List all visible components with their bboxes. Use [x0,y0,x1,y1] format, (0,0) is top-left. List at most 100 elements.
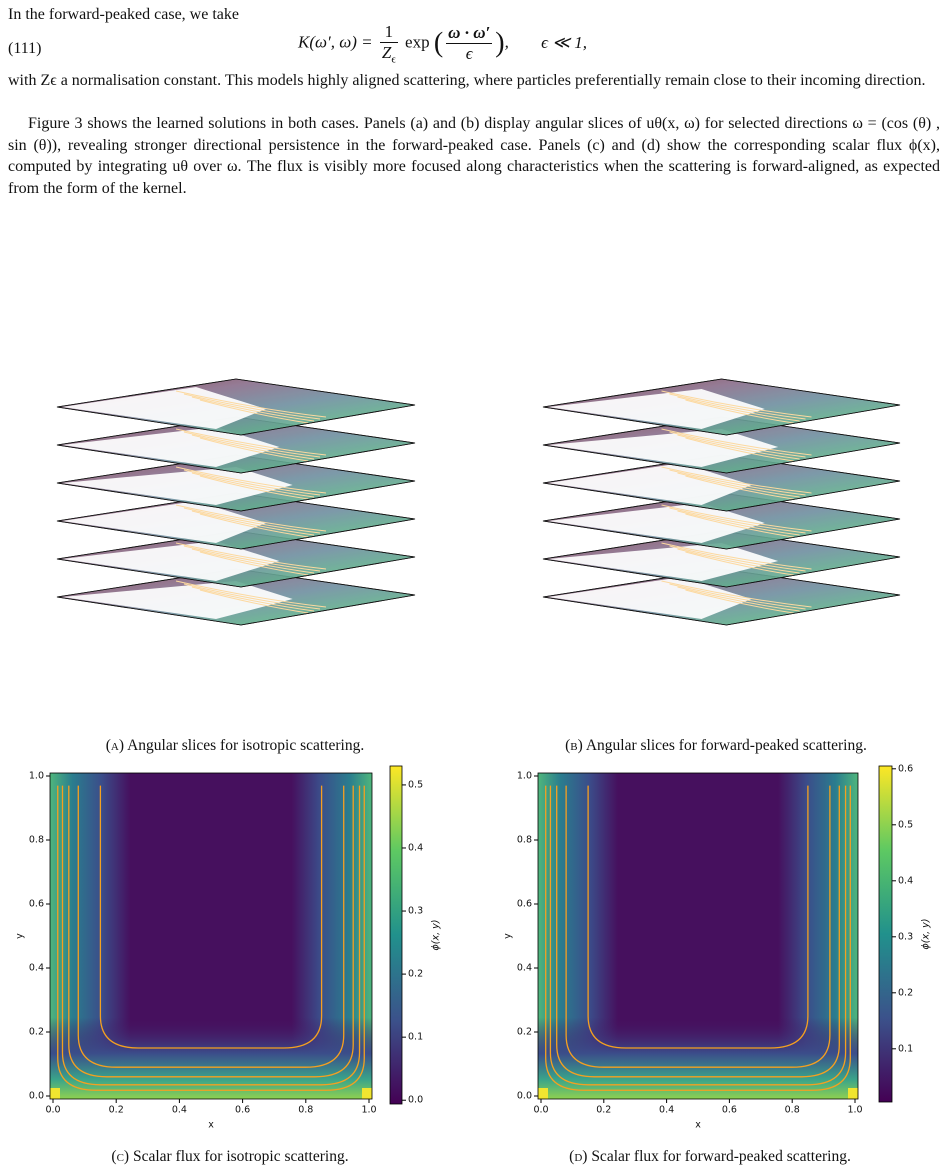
slice-contour [199,551,309,576]
x-tick-label: 0.0 [533,1105,548,1116]
colorbar-tick-label: 0.5 [408,779,423,790]
denominator: ϵ [465,44,473,64]
y-tick-label: 0.0 [517,1091,532,1102]
slice [56,530,416,588]
caption-tag: (c) [111,1148,130,1165]
slice-blank [62,581,293,619]
numerator: ω · ω′ [446,23,493,45]
slice-contour [175,428,327,456]
colorbar-tick-label: 0.3 [408,906,423,917]
heatmap [50,773,372,1099]
colorbar-tick-label: 0.4 [898,875,913,886]
colorbar-tick-label: 0.2 [898,987,913,998]
function-name: exp [405,32,430,52]
intro-text: In the forward-peaked case, we take [8,6,239,23]
slice-contour [677,396,800,422]
slice-contour [183,469,321,496]
slice-contour [685,399,794,424]
slice-contour [685,437,794,462]
colorbar-tick-label: 0.1 [898,1043,913,1054]
slice-contour [661,504,812,532]
slice-blank [548,429,779,467]
paren: ) [495,27,505,59]
slice [56,416,416,474]
x-tick-label: 0.2 [596,1105,611,1116]
fraction: ω · ω′ ϵ [446,23,493,64]
plot-frame [49,772,373,1100]
slice [56,378,416,436]
slice-contour [685,475,794,500]
x-tick-label: 0.4 [172,1105,187,1116]
colorbar-label: ϕ(x, y) [431,920,442,951]
slice-contour [669,583,806,610]
slice-blank [62,427,280,467]
paragraph: with Zϵ a normalisation constant. This m… [8,72,926,89]
y-tick-label: 0.8 [517,835,532,846]
numerator: 1 [379,22,398,43]
x-axis-label: x [695,1120,701,1131]
slice-contour [199,589,309,614]
colorbar [878,765,893,1103]
denominator-sub: ϵ [391,53,396,66]
slice-contour [661,580,812,608]
slice [542,492,901,550]
slice-outline [542,454,901,512]
x-axis-label: x [208,1120,214,1131]
slice-contour [677,586,800,612]
slice-outline [56,530,416,588]
x-tick-label: 0.4 [659,1105,674,1116]
paren: ( [433,27,444,59]
slice-contour [669,545,806,572]
slice-contour [669,469,806,496]
heatmap-bottom [538,773,858,1099]
slice-contour [669,393,806,420]
caption-tag: (a) [105,737,125,754]
slice-blank [548,577,752,619]
colorbar-tick-label: 0.5 [898,819,913,830]
slice-outline [56,454,416,512]
slice-contour [191,472,315,498]
slice [542,416,901,474]
colorbar-tick-label: 0.1 [408,1032,423,1043]
equation-number: (111) [8,40,42,57]
contour [99,785,323,1049]
colorbar-tick-label: 0.3 [898,931,913,942]
slice-contour [191,510,315,536]
x-tick-label: 0.8 [298,1105,313,1116]
slice-blank [62,387,266,429]
y-tick-label: 0.6 [517,899,532,910]
denominator: Zϵ [380,43,398,65]
slice-contour [191,434,315,460]
contour [587,785,809,1049]
slice-contour [677,434,800,460]
slice-contour [199,513,309,538]
y-tick-label: 0.8 [29,835,44,846]
caption-tag: (d) [569,1148,588,1165]
equation-condition: ϵ ≪ 1, [541,32,588,52]
y-axis-label: y [503,933,514,939]
colorbar-tick-label: 0.4 [408,842,423,853]
y-tick-label: 0.0 [29,1091,44,1102]
contour [77,785,345,1068]
x-tick-label: 0.8 [785,1105,800,1116]
x-tick-label: 0.6 [722,1105,737,1116]
contour [57,785,365,1091]
slice-contour [175,580,327,608]
slice-blank [62,467,293,505]
slice-contour [685,589,794,614]
slice-blank [548,463,752,505]
slice-contour [669,507,806,534]
slice-outline [542,530,901,588]
slice-contour [685,551,794,576]
corner [848,1088,858,1099]
slice-contour [199,399,309,424]
contour [549,785,847,1086]
slice-outline [542,416,901,474]
slice-contour [191,396,315,422]
colorbar-tick-label: 0.0 [408,1095,423,1106]
colorbar-tick-label: 0.6 [898,763,913,774]
caption-tag: (b) [565,737,583,754]
y-tick-label: 0.2 [517,1027,532,1038]
slice-contour [183,393,321,420]
